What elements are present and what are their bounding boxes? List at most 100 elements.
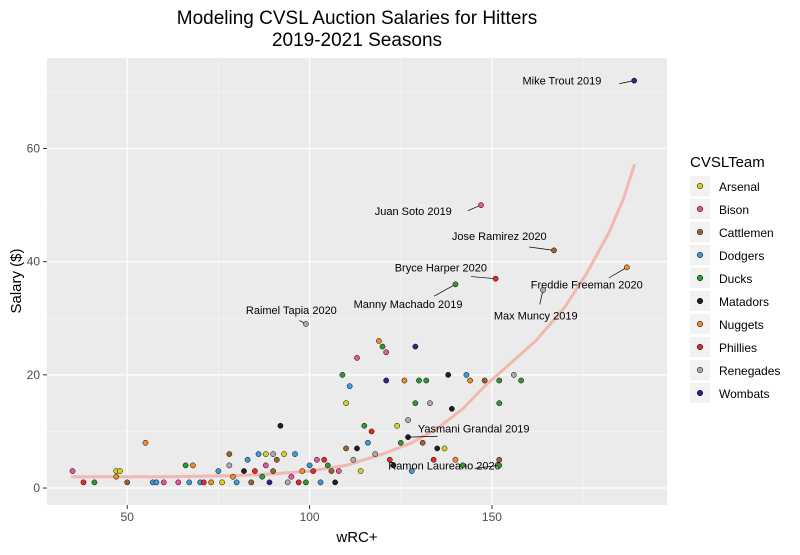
data-point: [117, 468, 123, 474]
legend-swatch: [696, 228, 704, 236]
data-point: [248, 479, 255, 486]
legend-swatch: [696, 205, 704, 213]
data-point: [357, 468, 364, 474]
data-point: [190, 462, 196, 469]
point-label: Ramon Laureano 2020: [388, 460, 501, 472]
data-point: [292, 451, 298, 457]
data-point: [372, 451, 379, 457]
data-point: [386, 456, 393, 463]
legend-label: Ducks: [719, 272, 752, 286]
legend-swatch: [696, 274, 704, 282]
data-point: [160, 479, 167, 486]
data-point: [186, 479, 193, 486]
data-point: [113, 473, 120, 480]
label-connector: [474, 465, 500, 469]
legend-swatch: [696, 366, 704, 374]
legend-swatch: [696, 320, 704, 328]
data-point: [262, 462, 269, 469]
data-point: [306, 462, 313, 469]
legend-label: Phillies: [719, 341, 757, 355]
data-point: [182, 462, 189, 469]
label-connector: [608, 267, 628, 279]
data-point: [343, 400, 349, 407]
data-point: [496, 377, 503, 384]
trend-line: [71, 164, 636, 479]
data-point: [412, 400, 419, 407]
data-point: [270, 468, 276, 474]
data-point: [478, 202, 484, 208]
point-label: Bryce Harper 2020: [395, 262, 487, 274]
legend-swatch: [696, 297, 704, 305]
data-point: [332, 479, 338, 486]
data-point: [394, 422, 400, 429]
label-connector: [470, 276, 496, 280]
data-point: [335, 468, 342, 474]
data-point: [303, 321, 309, 327]
data-point: [496, 462, 503, 469]
data-point: [324, 462, 331, 469]
data-point: [452, 281, 459, 288]
legend-swatch: [696, 343, 704, 351]
data-point: [397, 439, 404, 446]
data-point: [317, 479, 324, 486]
data-point: [343, 445, 349, 452]
data-point: [412, 343, 419, 350]
chart-title: Modeling CVSL Auction Salaries for Hitte…: [177, 8, 537, 29]
label-connector: [529, 246, 554, 251]
data-point: [230, 473, 236, 480]
y-tick-label: 0: [33, 481, 40, 495]
point-label: Raimel Tapia 2020: [246, 305, 337, 317]
legend-swatch: [696, 389, 704, 397]
point-label: Manny Machado 2019: [354, 299, 463, 311]
point-label: Jose Ramirez 2020: [452, 231, 547, 243]
chart-subtitle: 2019-2021 Seasons: [272, 30, 442, 51]
point-label: Juan Soto 2019: [375, 206, 452, 218]
data-point: [452, 456, 459, 463]
data-point: [314, 456, 320, 463]
data-point: [401, 377, 408, 384]
y-axis-label: Salary ($): [8, 248, 25, 313]
axes: 50 100 150 0 20 40 60: [27, 142, 503, 524]
data-point: [277, 422, 284, 429]
data-point: [354, 355, 360, 361]
data-point: [80, 479, 87, 486]
data-point: [284, 479, 291, 486]
data-point: [273, 456, 280, 463]
data-point: [383, 349, 390, 356]
data-point: [255, 451, 262, 457]
legend-label: Dodgers: [719, 249, 764, 263]
data-point: [299, 468, 306, 474]
data-point: [175, 479, 182, 486]
data-point: [259, 473, 266, 480]
data-point: [233, 479, 240, 486]
data-point: [624, 264, 630, 271]
x-axis-label: wRC+: [335, 529, 377, 546]
data-point: [551, 247, 557, 254]
data-point: [405, 434, 411, 440]
x-tick-label: 50: [121, 510, 135, 524]
data-point: [496, 400, 503, 407]
legend-swatch: [696, 251, 704, 259]
point-label: Max Muncy 2019: [494, 310, 578, 322]
data-point: [445, 372, 452, 378]
data-point: [142, 439, 149, 446]
point-label: Yasmani Grandal 2019: [418, 424, 530, 436]
legend-label: Matadors: [719, 295, 769, 309]
data-points: [69, 77, 638, 486]
legend-label: Arsenal: [719, 180, 760, 194]
legend-label: Cattlemen: [719, 226, 774, 240]
data-point: [365, 439, 371, 446]
data-point: [226, 451, 233, 457]
data-point: [492, 275, 499, 282]
label-connector: [433, 284, 456, 297]
data-point: [252, 468, 258, 474]
data-point: [496, 456, 503, 463]
data-point: [219, 479, 225, 486]
data-point: [91, 479, 98, 486]
data-point: [321, 456, 328, 463]
data-point: [416, 377, 422, 384]
grid-lines: [47, 58, 667, 505]
data-point: [383, 377, 390, 384]
